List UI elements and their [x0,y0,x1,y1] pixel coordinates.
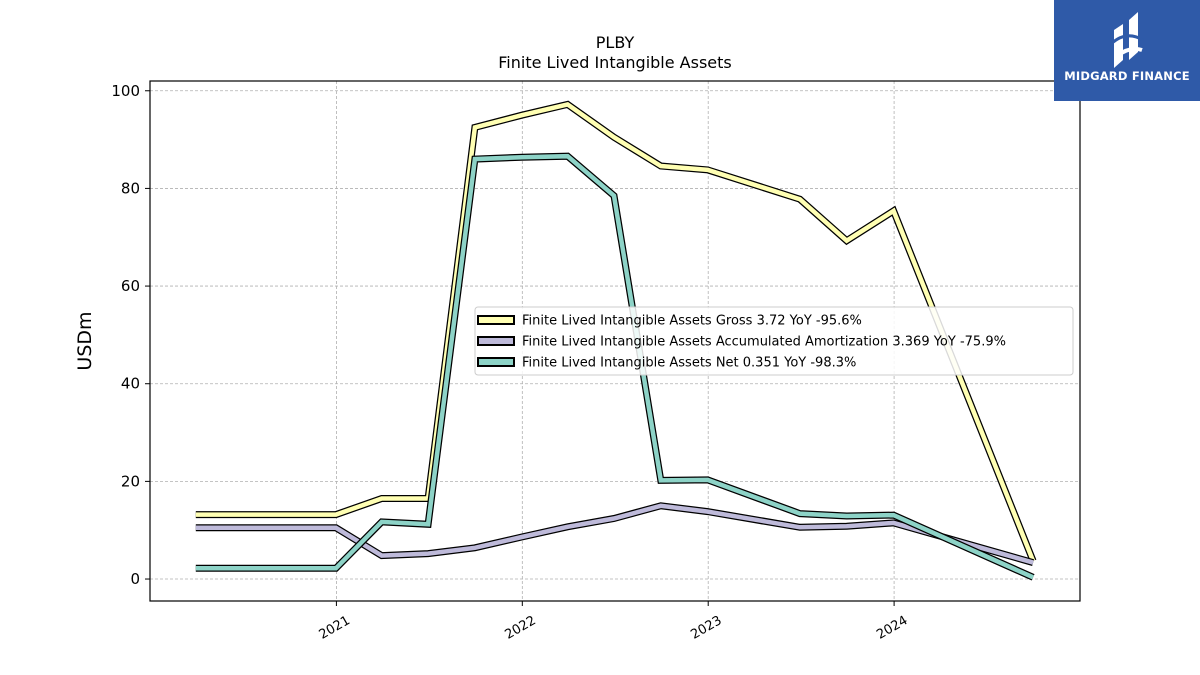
y-tick-label: 20 [121,472,140,490]
y-tick-label: 80 [121,179,140,197]
x-tick-label: 2021 [317,613,353,643]
legend-label-2: Finite Lived Intangible Assets Net 0.351… [522,356,856,371]
chart-title: PLBY [596,33,635,52]
series-line-2 [195,153,1035,580]
legend-swatch-1 [477,336,515,346]
x-tick-label: 2022 [502,613,538,643]
brand-logo: MIDGARD FINANCE [1054,0,1200,101]
legend-swatch-2 [477,357,515,367]
legend-swatch-0 [477,315,515,325]
x-tick-label: 2024 [874,613,910,643]
y-tick-label: 60 [121,277,140,295]
midgard-logo-icon [1109,12,1144,68]
y-tick-label: 40 [121,375,140,393]
legend-label-1: Finite Lived Intangible Assets Accumulat… [522,335,1006,350]
series-lines [195,100,1037,581]
legend-label-0: Finite Lived Intangible Assets Gross 3.7… [522,314,862,329]
legend: Finite Lived Intangible Assets Gross 3.7… [474,306,1074,376]
y-tick-label: 100 [111,82,140,100]
series-line-0 [195,101,1036,562]
x-axis: 2021 2022 2023 2024 [317,601,910,643]
y-axis: 0 20 40 60 80 100 [111,82,150,588]
y-tick-label: 0 [130,570,140,588]
logo-text: MIDGARD FINANCE [1064,69,1190,83]
series-line-1 [195,503,1034,565]
x-tick-label: 2023 [688,613,724,643]
plot-frame [149,80,1081,602]
legend-box [474,306,1074,376]
y-axis-label: USDm [74,311,96,370]
chart-subtitle: Finite Lived Intangible Assets [498,53,731,72]
